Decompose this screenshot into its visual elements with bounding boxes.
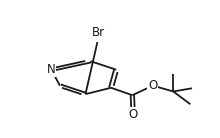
Text: Br: Br bbox=[92, 26, 105, 39]
Text: N: N bbox=[47, 63, 56, 76]
Text: O: O bbox=[128, 108, 138, 121]
Text: O: O bbox=[148, 79, 158, 92]
